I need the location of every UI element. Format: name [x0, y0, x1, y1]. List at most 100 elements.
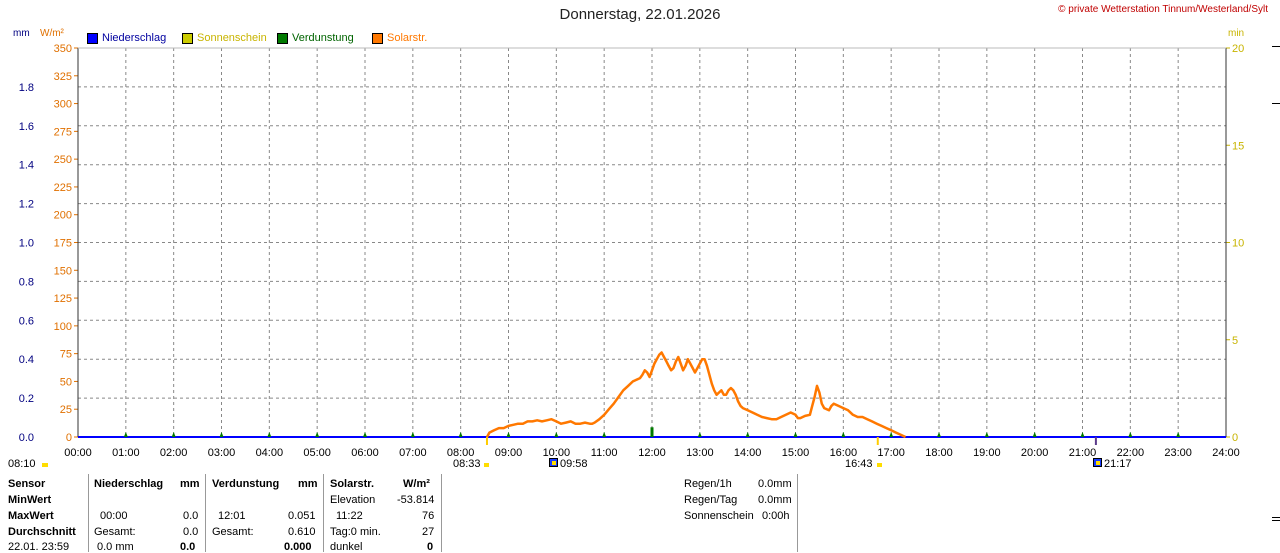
series-verdunstung-marker [315, 432, 320, 437]
unit-min-label: min [1228, 28, 1245, 39]
sonnenschein-label: Sonnenschein [684, 510, 754, 522]
x-tick-label: 14:00 [734, 447, 762, 459]
verdunstung-gesamt-value: 0.610 [288, 526, 316, 538]
moon-rise-label: 09:58 [560, 458, 588, 470]
y-tick-label-wm2: 250 [54, 154, 72, 166]
series-verdunstung-marker [1128, 432, 1133, 437]
series-verdunstung-marker [745, 432, 750, 437]
niederschlag-max-time: 00:00 [100, 510, 128, 522]
x-tick-label: 19:00 [973, 447, 1001, 459]
niederschlag-gesamt-label: Gesamt: [94, 526, 136, 538]
x-tick-label: 15:00 [782, 447, 810, 459]
legend-label: Solarstr. [387, 32, 428, 44]
verdunstung-header: Verdunstung [212, 478, 280, 490]
sun-marker-icon [42, 463, 48, 467]
table-divider [323, 474, 324, 552]
y-tick-label-mm: 1.8 [19, 82, 34, 94]
verdunstung-gesamt-label: Gesamt: [212, 526, 254, 538]
sunset-label: 16:43 [845, 458, 873, 470]
row-label-durchschnitt: Durchschnitt [8, 526, 76, 538]
y-tick-label-mm: 0.4 [19, 354, 34, 366]
y-tick-label-mm: 1.6 [19, 121, 34, 133]
y-tick-label-wm2: 350 [54, 43, 72, 55]
moon-rise-icon [549, 458, 558, 467]
x-tick-label: 18:00 [925, 447, 953, 459]
x-tick-label: 08:00 [447, 447, 475, 459]
niederschlag-header: Niederschlag [94, 478, 164, 490]
legend-swatch-niederschlag [87, 32, 98, 44]
series-verdunstung-marker [410, 432, 415, 437]
x-tick-label: 04:00 [256, 447, 284, 459]
regen-1h-label: Regen/1h [684, 478, 732, 490]
moon-set-icon-fill [1096, 461, 1100, 465]
series-verdunstung-marker [602, 432, 607, 437]
y-tick-label-wm2: 75 [60, 349, 72, 361]
unit-mm-label: mm [13, 28, 30, 39]
x-tick-label: 13:00 [686, 447, 714, 459]
y-tick-label-wm2: 125 [54, 293, 72, 305]
series-verdunstung-marker [793, 432, 798, 437]
y-tick-label-min: 20 [1232, 43, 1244, 55]
solar-max-value: 76 [422, 510, 435, 522]
series-verdunstung-marker [554, 432, 559, 437]
series-verdunstung-marker [219, 432, 224, 437]
y-tick-label-min: 5 [1232, 335, 1238, 347]
table-divider [797, 474, 798, 552]
series-verdunstung-marker [984, 432, 989, 437]
legend-sonnenschein: Sonnenschein [182, 32, 267, 44]
series-verdunstung-marker [937, 432, 941, 437]
series-verdunstung-marker [506, 432, 511, 437]
verdunstung-unit: mm [298, 478, 318, 490]
solar-tag-label: Tag:0 min. [330, 526, 381, 538]
x-tick-label: 24:00 [1212, 447, 1240, 459]
series-verdunstung-marker [458, 432, 463, 437]
table-divider [88, 474, 89, 552]
solar-unit: W/m² [403, 478, 430, 490]
regen-tag-label: Regen/Tag [684, 494, 738, 506]
y-tick-label-wm2: 150 [54, 265, 72, 277]
y-tick-label-wm2: 325 [54, 71, 72, 83]
series-verdunstung-marker [363, 432, 367, 437]
row-label-date: 22.01. 23:59 [8, 541, 70, 553]
regen-tag-value: 0.0mm [758, 494, 792, 506]
left-time-label: 08:10 [8, 458, 36, 470]
niederschlag-gesamt-value: 0.0 [183, 526, 199, 538]
edge-tick [1272, 103, 1280, 104]
y-tick-label-wm2: 275 [54, 126, 72, 138]
y-tick-label-min: 0 [1232, 432, 1238, 444]
y-tick-label-mm: 1.2 [19, 199, 34, 211]
moon-set-icon [1093, 458, 1102, 467]
solar-max-time: 11:22 [336, 510, 363, 522]
table-divider [205, 474, 206, 552]
verdunstung-max-time: 12:01 [218, 510, 246, 522]
series-verdunstung-marker [841, 432, 846, 437]
x-tick-label: 06:00 [351, 447, 379, 459]
series-verdunstung-max-bar [650, 427, 654, 437]
legend-swatch-verdunstung [277, 32, 288, 44]
x-tick-label: 22:00 [1117, 447, 1145, 459]
x-tick-label: 20:00 [1021, 447, 1049, 459]
sunset-marker-icon [877, 463, 882, 467]
niederschlag-unit: mm [180, 478, 200, 490]
series-verdunstung-marker [171, 432, 176, 437]
y-tick-label-wm2: 200 [54, 210, 72, 222]
x-tick-label: 05:00 [303, 447, 331, 459]
y-tick-label-wm2: 25 [60, 404, 72, 416]
niederschlag-avg: 0.0 mm [97, 541, 134, 553]
series-verdunstung-marker [1176, 432, 1181, 437]
station-credit: © private Wetterstation Tinnum/Westerlan… [1058, 4, 1268, 15]
edge-tick [1272, 517, 1280, 518]
legend-label: Verdunstung [292, 32, 354, 44]
series-verdunstung-marker [1080, 432, 1085, 437]
x-tick-label: 01:00 [112, 447, 140, 459]
x-tick-label: 03:00 [208, 447, 236, 459]
series-verdunstung-marker [889, 432, 894, 437]
x-tick-label: 09:00 [495, 447, 523, 459]
chart-title: Donnerstag, 22.01.2026 [559, 6, 721, 23]
regen-1h-value: 0.0mm [758, 478, 792, 490]
row-label-sensor: Sensor [8, 478, 46, 490]
solar-dunkel-value: 0 [427, 541, 434, 553]
moon-rise-icon-fill [552, 461, 556, 465]
series-verdunstung-marker [697, 432, 702, 437]
